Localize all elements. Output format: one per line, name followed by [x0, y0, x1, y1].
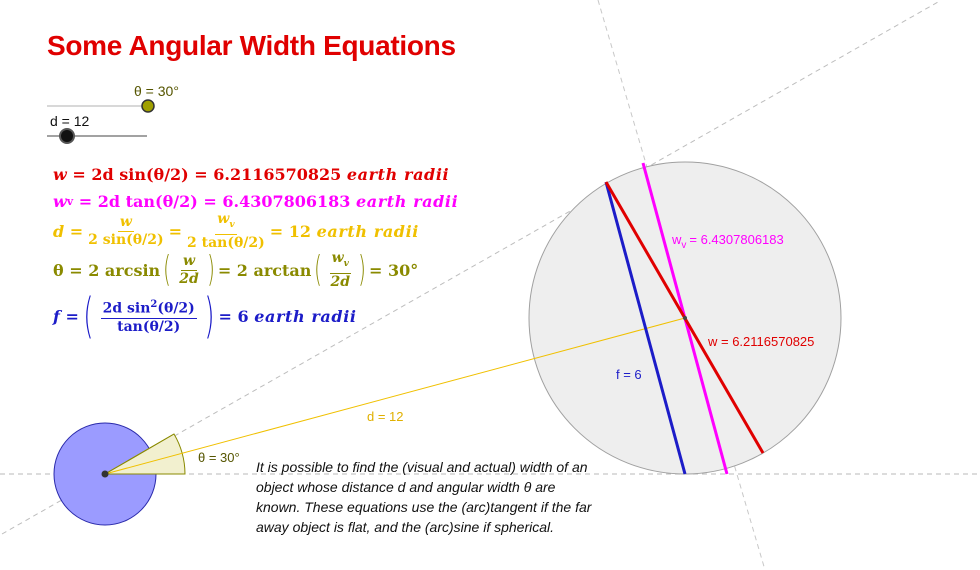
left-paren-icon: (: [163, 249, 172, 291]
theta-eq-lhs: θ = 2 arcsin: [53, 260, 161, 280]
theta-eq-fraction-1: w 2d: [179, 252, 199, 287]
w-equation: w = 2d sin(θ/2) = 6.2116570825 earth rad…: [53, 165, 449, 184]
distance-d-line: [104, 317, 686, 475]
f-eq-lhs: f =: [53, 306, 79, 326]
w-eq-unit: earth radii: [346, 165, 450, 184]
wv-line-label: wv = 6.4307806183: [671, 232, 784, 251]
wv-eq-rhs: = 2d tan(θ/2) = 6.4307806183: [78, 192, 351, 211]
w-eq-lhs: w: [53, 165, 67, 184]
theta-slider-label: θ = 30°: [134, 83, 179, 99]
d-slider-knob[interactable]: [59, 128, 75, 144]
wv-eq-lhs: w: [53, 192, 67, 211]
wv-eq-unit: earth radii: [355, 192, 459, 211]
f-eq-rhs: = 6: [218, 306, 249, 326]
f-segment: [604, 181, 687, 475]
right-paren-icon: ): [358, 249, 366, 291]
page-title: Some Angular Width Equations: [47, 30, 456, 61]
d-eq-unit: earth radii: [316, 221, 419, 241]
theta-eq-rhs: = 30°: [369, 260, 419, 280]
d-eq-lhs: d =: [53, 221, 84, 241]
object-center-point: [683, 316, 687, 320]
f-equation: f = ( 2d sin2(θ/2) tan(θ/2) ) = 6 earth …: [53, 292, 357, 340]
right-paren-icon: ): [206, 249, 215, 291]
d-eq-rhs: = 12: [269, 221, 312, 241]
f-eq-unit: earth radii: [254, 306, 357, 326]
d-line-label: d = 12: [367, 409, 404, 424]
theta-slider-knob[interactable]: [141, 99, 155, 113]
d-eq-fraction-2: wv 2 tan(θ/2): [187, 211, 265, 251]
left-paren-icon: (: [83, 288, 94, 344]
w-line-label: w = 6.2116570825: [707, 334, 814, 349]
theta-eq-fraction-2: wv 2d: [329, 250, 351, 290]
f-line-label: f = 6: [616, 367, 642, 382]
left-paren-icon: (: [314, 249, 323, 291]
d-equation: d = w 2 sin(θ/2) = wv 2 tan(θ/2) = 12 ea…: [53, 212, 419, 251]
d-eq-equals: =: [168, 221, 183, 241]
explanation-note: It is possible to find the (visual and a…: [256, 459, 592, 535]
theta-angle-label: θ = 30°: [198, 450, 240, 465]
d-slider-label: d = 12: [50, 113, 90, 129]
d-eq-fraction-1: w 2 sin(θ/2): [88, 213, 164, 248]
angle-ray: [104, 433, 175, 475]
w-eq-rhs: = 2d sin(θ/2) = 6.2116570825: [72, 165, 342, 184]
earth-center-point[interactable]: [101, 470, 109, 478]
theta-equation: θ = 2 arcsin ( w 2d ) = 2 arctan ( wv 2d…: [53, 251, 418, 290]
wv-eq-sub: v: [66, 195, 74, 208]
f-eq-fraction: 2d sin2(θ/2) tan(θ/2): [100, 299, 197, 335]
theta-eq-mid: = 2 arctan: [217, 260, 312, 280]
right-paren-icon: ): [204, 288, 215, 344]
